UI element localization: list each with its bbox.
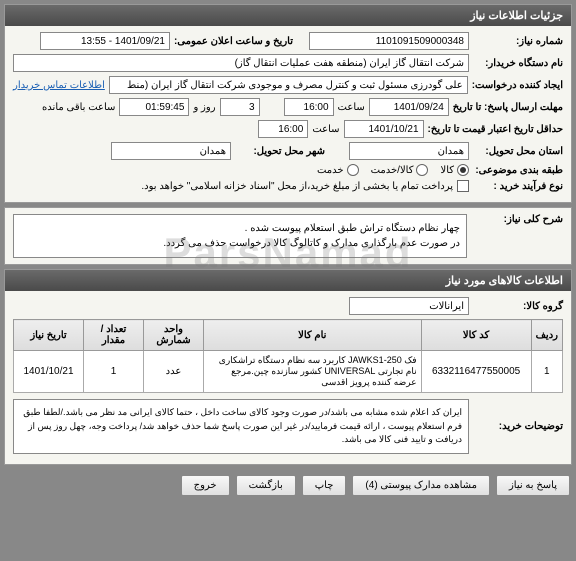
note-box: ایران کد اعلام شده مشابه می باشد/در صورت… xyxy=(13,399,469,454)
radio-dot-gs xyxy=(416,164,428,176)
radio-goods-label: کالا xyxy=(440,165,454,176)
city-field: همدان xyxy=(111,142,231,160)
desc-panel: شرح کلی نیاز: چهار نظام دستگاه تراش طبق … xyxy=(4,207,572,265)
reply-button[interactable]: پاسخ به نیاز xyxy=(496,475,570,496)
col-date: تاریخ نیاز xyxy=(14,320,84,351)
desc-label: شرح کلی نیاز: xyxy=(473,214,563,258)
days-field: 3 xyxy=(220,98,260,116)
buyer-field: شرکت انتقال گاز ایران (منطقه هفت عملیات … xyxy=(13,54,469,72)
print-button[interactable]: چاپ xyxy=(302,475,347,496)
remain-label: ساعت باقی مانده xyxy=(42,102,115,113)
details-panel: جزئیات اطلاعات نیاز شماره نیاز: 11010915… xyxy=(4,4,572,203)
items-table: ردیف کد کالا نام کالا واحد شمارش تعداد /… xyxy=(13,319,563,393)
back-button[interactable]: بازگشت xyxy=(236,475,296,496)
requester-label: ایجاد کننده درخواست: xyxy=(472,80,563,91)
desc-box: چهار نظام دستگاه تراش طبق استعلام پیوست … xyxy=(13,214,467,258)
subject-radio-group: کالا کالا/خدمت خدمت xyxy=(317,164,469,176)
radio-goods-service[interactable]: کالا/خدمت xyxy=(371,164,429,176)
radio-service[interactable]: خدمت xyxy=(317,164,359,176)
details-header: جزئیات اطلاعات نیاز xyxy=(5,5,571,26)
radio-gs-label: کالا/خدمت xyxy=(371,165,414,176)
cell-date: 1401/10/21 xyxy=(14,351,84,393)
cell-name: فک JAWKS1-250 کاربرد سه نظام دستگاه تراش… xyxy=(204,351,422,393)
need-no-field: 1101091509000348 xyxy=(309,32,469,50)
desc-line2: در صورت عدم بارگذاری مدارک و کاتالوگ کال… xyxy=(20,236,460,251)
announce-label: تاریخ و ساعت اعلان عمومی: xyxy=(174,36,293,47)
province-field: همدان xyxy=(349,142,469,160)
requester-field: علی گودرزی مسئول ثبت و کنترل مصرف و موجو… xyxy=(109,76,468,94)
radio-serv-label: خدمت xyxy=(317,165,344,176)
cell-unit: عدد xyxy=(144,351,204,393)
radio-goods[interactable]: کالا xyxy=(440,164,469,176)
col-unit: واحد شمارش xyxy=(144,320,204,351)
process-checkbox[interactable] xyxy=(457,180,469,192)
note-label: توضیحات خرید: xyxy=(473,421,563,432)
attach-button[interactable]: مشاهده مدارک پیوستی (4) xyxy=(352,475,490,496)
items-header: اطلاعات کالاهای مورد نیاز xyxy=(5,270,571,291)
table-row[interactable]: 1 6332116477550005 فک JAWKS1-250 کاربرد … xyxy=(14,351,563,393)
items-panel: اطلاعات کالاهای مورد نیاز گروه کالا: ایر… xyxy=(4,269,572,465)
group-field: ایرانالات xyxy=(349,297,469,315)
cell-qty: 1 xyxy=(84,351,144,393)
buyer-label: نام دستگاه خریدار: xyxy=(473,58,563,69)
process-label: نوع فرآیند خرید : xyxy=(473,181,563,192)
deadline-date-field: 1401/09/24 xyxy=(369,98,449,116)
col-code: کد کالا xyxy=(421,320,531,351)
contact-link[interactable]: اطلاعات تماس خریدار xyxy=(13,80,105,91)
time-label-2: ساعت xyxy=(312,124,339,135)
cell-idx: 1 xyxy=(531,351,562,393)
col-idx: ردیف xyxy=(531,320,562,351)
city-label: شهر محل تحویل: xyxy=(235,146,325,157)
group-label: گروه کالا: xyxy=(473,301,563,312)
radio-dot-goods xyxy=(457,164,469,176)
remain-field: 01:59:45 xyxy=(119,98,189,116)
need-no-label: شماره نیاز: xyxy=(473,36,563,47)
announce-field: 1401/09/21 - 13:55 xyxy=(40,32,170,50)
province-label: استان محل تحویل: xyxy=(473,146,563,157)
exit-button[interactable]: خروج xyxy=(181,475,230,496)
days-label: روز و xyxy=(193,102,215,113)
cell-code: 6332116477550005 xyxy=(421,351,531,393)
deadline-label: مهلت ارسال پاسخ: تا تاریخ xyxy=(453,102,563,113)
desc-line1: چهار نظام دستگاه تراش طبق استعلام پیوست … xyxy=(20,221,460,236)
subject-label: طبقه بندی موضوعی: xyxy=(473,165,563,176)
col-qty: تعداد / مقدار xyxy=(84,320,144,351)
valid-date-field: 1401/10/21 xyxy=(344,120,424,138)
button-row: پاسخ به نیاز مشاهده مدارک پیوستی (4) چاپ… xyxy=(0,469,576,502)
radio-dot-serv xyxy=(347,164,359,176)
valid-label: حداقل تاریخ اعتبار قیمت تا تاریخ: xyxy=(428,124,563,135)
valid-time-field: 16:00 xyxy=(258,120,308,138)
col-name: نام کالا xyxy=(204,320,422,351)
process-note: پرداخت تمام یا بخشی از مبلغ خرید،از محل … xyxy=(141,181,453,192)
deadline-time-field: 16:00 xyxy=(284,98,334,116)
time-label-1: ساعت xyxy=(338,102,365,113)
